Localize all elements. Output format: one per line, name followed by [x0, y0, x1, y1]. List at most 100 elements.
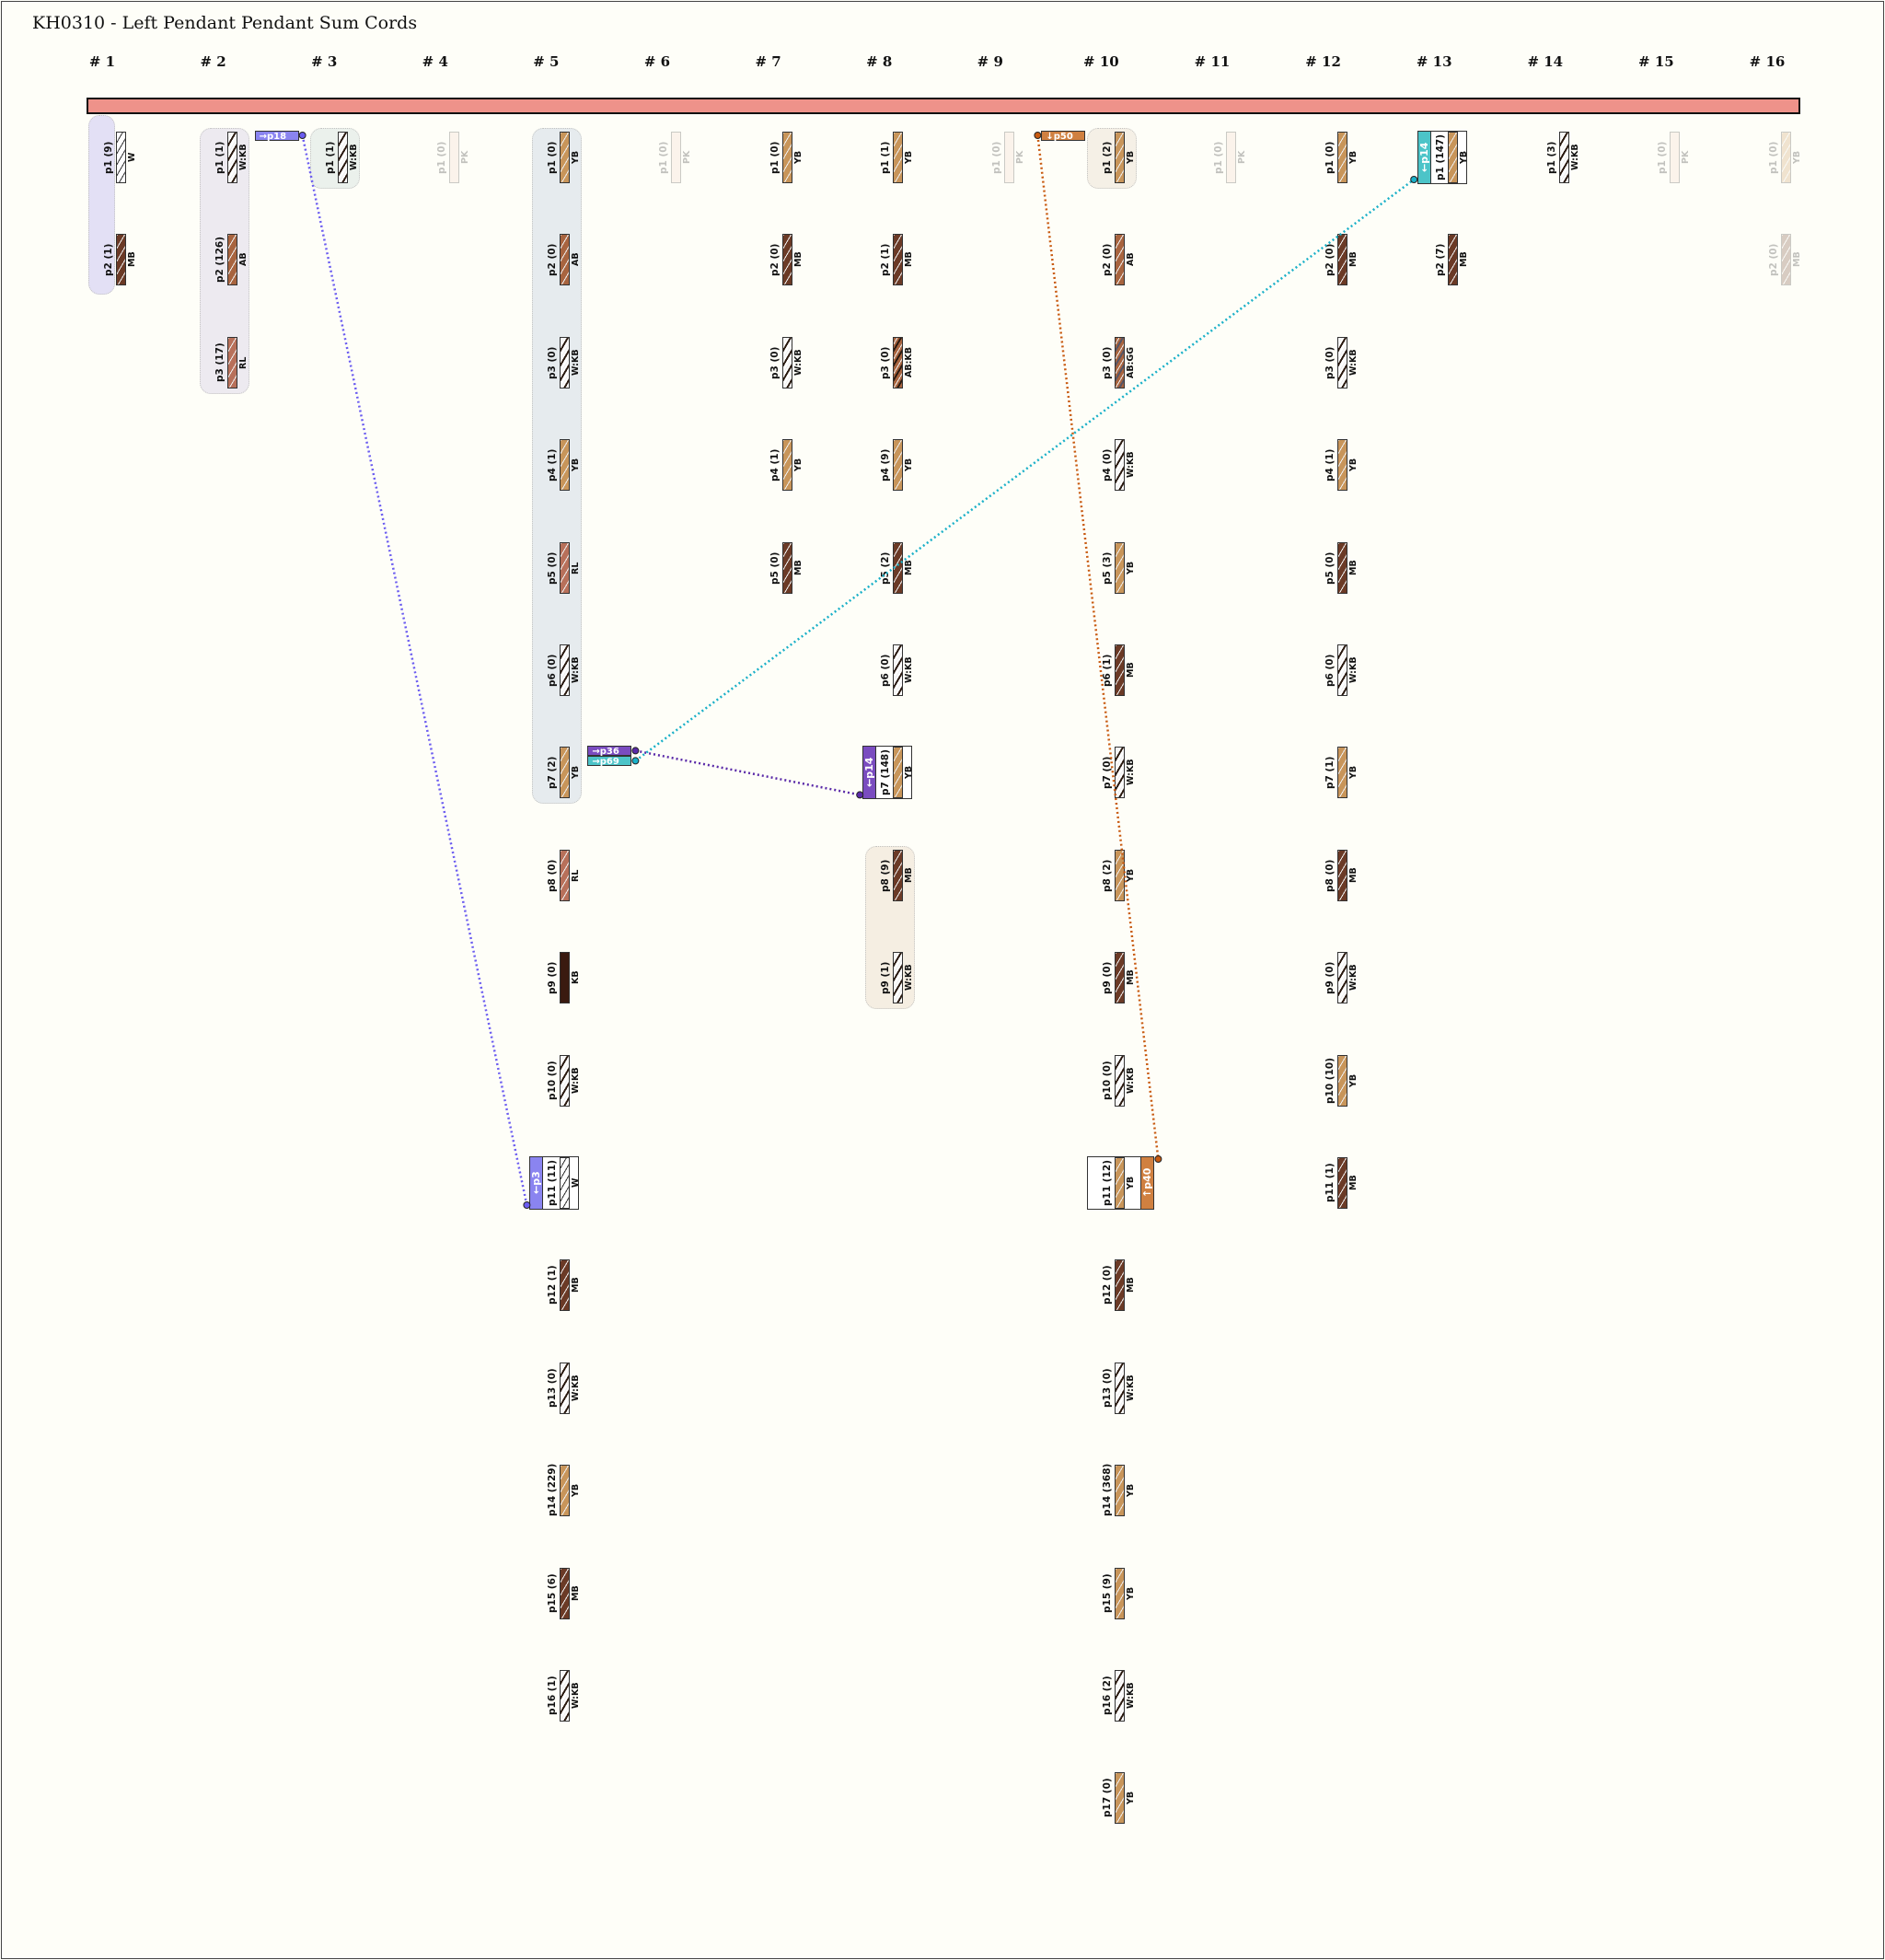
cord-swatch[interactable]: [893, 234, 904, 286]
link-endpoint-dot: [1410, 176, 1418, 183]
cord-swatch[interactable]: [560, 1259, 571, 1312]
cord-swatch[interactable]: [560, 132, 571, 183]
sum-ref-tag[interactable]: →p69: [587, 756, 632, 767]
cord-swatch[interactable]: [1115, 1567, 1126, 1619]
cord-swatch[interactable]: [1781, 234, 1791, 286]
cord-swatch[interactable]: [338, 132, 349, 183]
cord-swatch[interactable]: [1336, 644, 1347, 696]
cord-swatch[interactable]: [560, 541, 571, 594]
cord-swatch[interactable]: [226, 132, 237, 183]
cord-swatch[interactable]: [1558, 132, 1569, 183]
cord-swatch[interactable]: [560, 952, 571, 1004]
cord-swatch[interactable]: [893, 849, 904, 901]
cord-swatch[interactable]: [1336, 541, 1347, 594]
cord-group: [88, 115, 115, 296]
column-header: # 13: [1416, 53, 1452, 70]
cord-swatch[interactable]: [1115, 336, 1126, 389]
cord-swatch[interactable]: [1336, 439, 1347, 492]
cord-swatch[interactable]: [560, 849, 571, 901]
cord-swatch[interactable]: [1115, 1670, 1126, 1722]
cord-swatch[interactable]: [893, 336, 904, 389]
cord-swatch[interactable]: [448, 132, 459, 183]
cord-swatch[interactable]: [1448, 234, 1459, 286]
cord-swatch[interactable]: [893, 132, 904, 183]
sum-ref-tag[interactable]: →p18: [254, 131, 299, 142]
cord-swatch[interactable]: [1003, 132, 1014, 183]
cord-swatch[interactable]: [1336, 1054, 1347, 1107]
cord-group: [199, 128, 249, 394]
cord-swatch[interactable]: [781, 132, 792, 183]
sum-ref-tag[interactable]: ↓p50: [1041, 131, 1086, 142]
cord-swatch[interactable]: [781, 336, 792, 389]
cord-swatch[interactable]: [1115, 1157, 1126, 1209]
top-cord-bar: [87, 98, 1800, 114]
cord-swatch[interactable]: [116, 234, 126, 286]
cord-swatch[interactable]: [1336, 849, 1347, 901]
cord-swatch[interactable]: [560, 439, 571, 492]
cord-swatch[interactable]: [1115, 439, 1126, 492]
cord-swatch[interactable]: [560, 234, 571, 286]
cord-swatch[interactable]: [893, 747, 904, 799]
cord-swatch[interactable]: [1336, 747, 1347, 799]
cord-swatch[interactable]: [560, 1157, 571, 1209]
column-header: # 15: [1638, 53, 1674, 70]
sum-ref-tag[interactable]: →p36: [587, 746, 632, 757]
cord-swatch[interactable]: [1115, 1054, 1126, 1107]
cord-swatch[interactable]: [1336, 234, 1347, 286]
cord-swatch[interactable]: [893, 952, 904, 1004]
cord-swatch[interactable]: [1336, 1157, 1347, 1209]
sum-link-p36: [635, 749, 861, 796]
cord-swatch[interactable]: [781, 234, 792, 286]
cord-swatch[interactable]: [1115, 541, 1126, 594]
column-header: # 2: [200, 53, 226, 70]
cord-swatch[interactable]: [560, 1362, 571, 1414]
cord-swatch[interactable]: [1336, 952, 1347, 1004]
cord-swatch[interactable]: [560, 336, 571, 389]
cord-group: [1087, 128, 1138, 189]
cord-swatch[interactable]: [1781, 132, 1791, 183]
cord-swatch[interactable]: [226, 234, 237, 286]
cord-swatch[interactable]: [560, 644, 571, 696]
cord-swatch[interactable]: [1115, 132, 1126, 183]
cord-swatch[interactable]: [560, 747, 571, 799]
cord-swatch[interactable]: [893, 439, 904, 492]
column-header: # 10: [1083, 53, 1119, 70]
cord-swatch[interactable]: [893, 644, 904, 696]
cord-swatch[interactable]: [1448, 132, 1459, 183]
cord-swatch[interactable]: [781, 439, 792, 492]
cord-swatch[interactable]: [1115, 849, 1126, 901]
column-header: # 5: [533, 53, 560, 70]
link-endpoint-dot: [631, 757, 640, 765]
cord-swatch[interactable]: [560, 1567, 571, 1619]
link-endpoint-dot: [523, 1201, 531, 1209]
sum-link-p18: [301, 134, 528, 1206]
cord-swatch[interactable]: [781, 541, 792, 594]
cord-swatch[interactable]: [1670, 132, 1681, 183]
cord-swatch[interactable]: [560, 1465, 571, 1517]
column-header: # 12: [1305, 53, 1341, 70]
cord-swatch[interactable]: [1115, 1259, 1126, 1312]
cord-swatch[interactable]: [1115, 952, 1126, 1004]
cord-swatch[interactable]: [1115, 747, 1126, 799]
column-header: # 1: [88, 53, 116, 70]
link-endpoint-dot: [1034, 132, 1042, 139]
cord-swatch[interactable]: [1336, 336, 1347, 389]
link-endpoint-dot: [1154, 1155, 1162, 1163]
cord-swatch[interactable]: [1115, 1465, 1126, 1517]
cord-swatch[interactable]: [560, 1054, 571, 1107]
cord-swatch[interactable]: [560, 1670, 571, 1722]
cord-swatch[interactable]: [1115, 644, 1126, 696]
column-header: # 9: [977, 53, 1003, 70]
cord-swatch[interactable]: [226, 336, 237, 389]
cord-swatch[interactable]: [1115, 1772, 1126, 1825]
cord-swatch[interactable]: [671, 132, 681, 183]
cord-swatch[interactable]: [1226, 132, 1236, 183]
sum-link-p69: [634, 178, 1415, 762]
column-header: # 3: [311, 53, 338, 70]
cord-swatch[interactable]: [1115, 1362, 1126, 1414]
cord-swatch[interactable]: [1115, 234, 1126, 286]
cord-swatch[interactable]: [1336, 132, 1347, 183]
column-header: # 14: [1527, 53, 1564, 70]
cord-swatch[interactable]: [116, 132, 126, 183]
